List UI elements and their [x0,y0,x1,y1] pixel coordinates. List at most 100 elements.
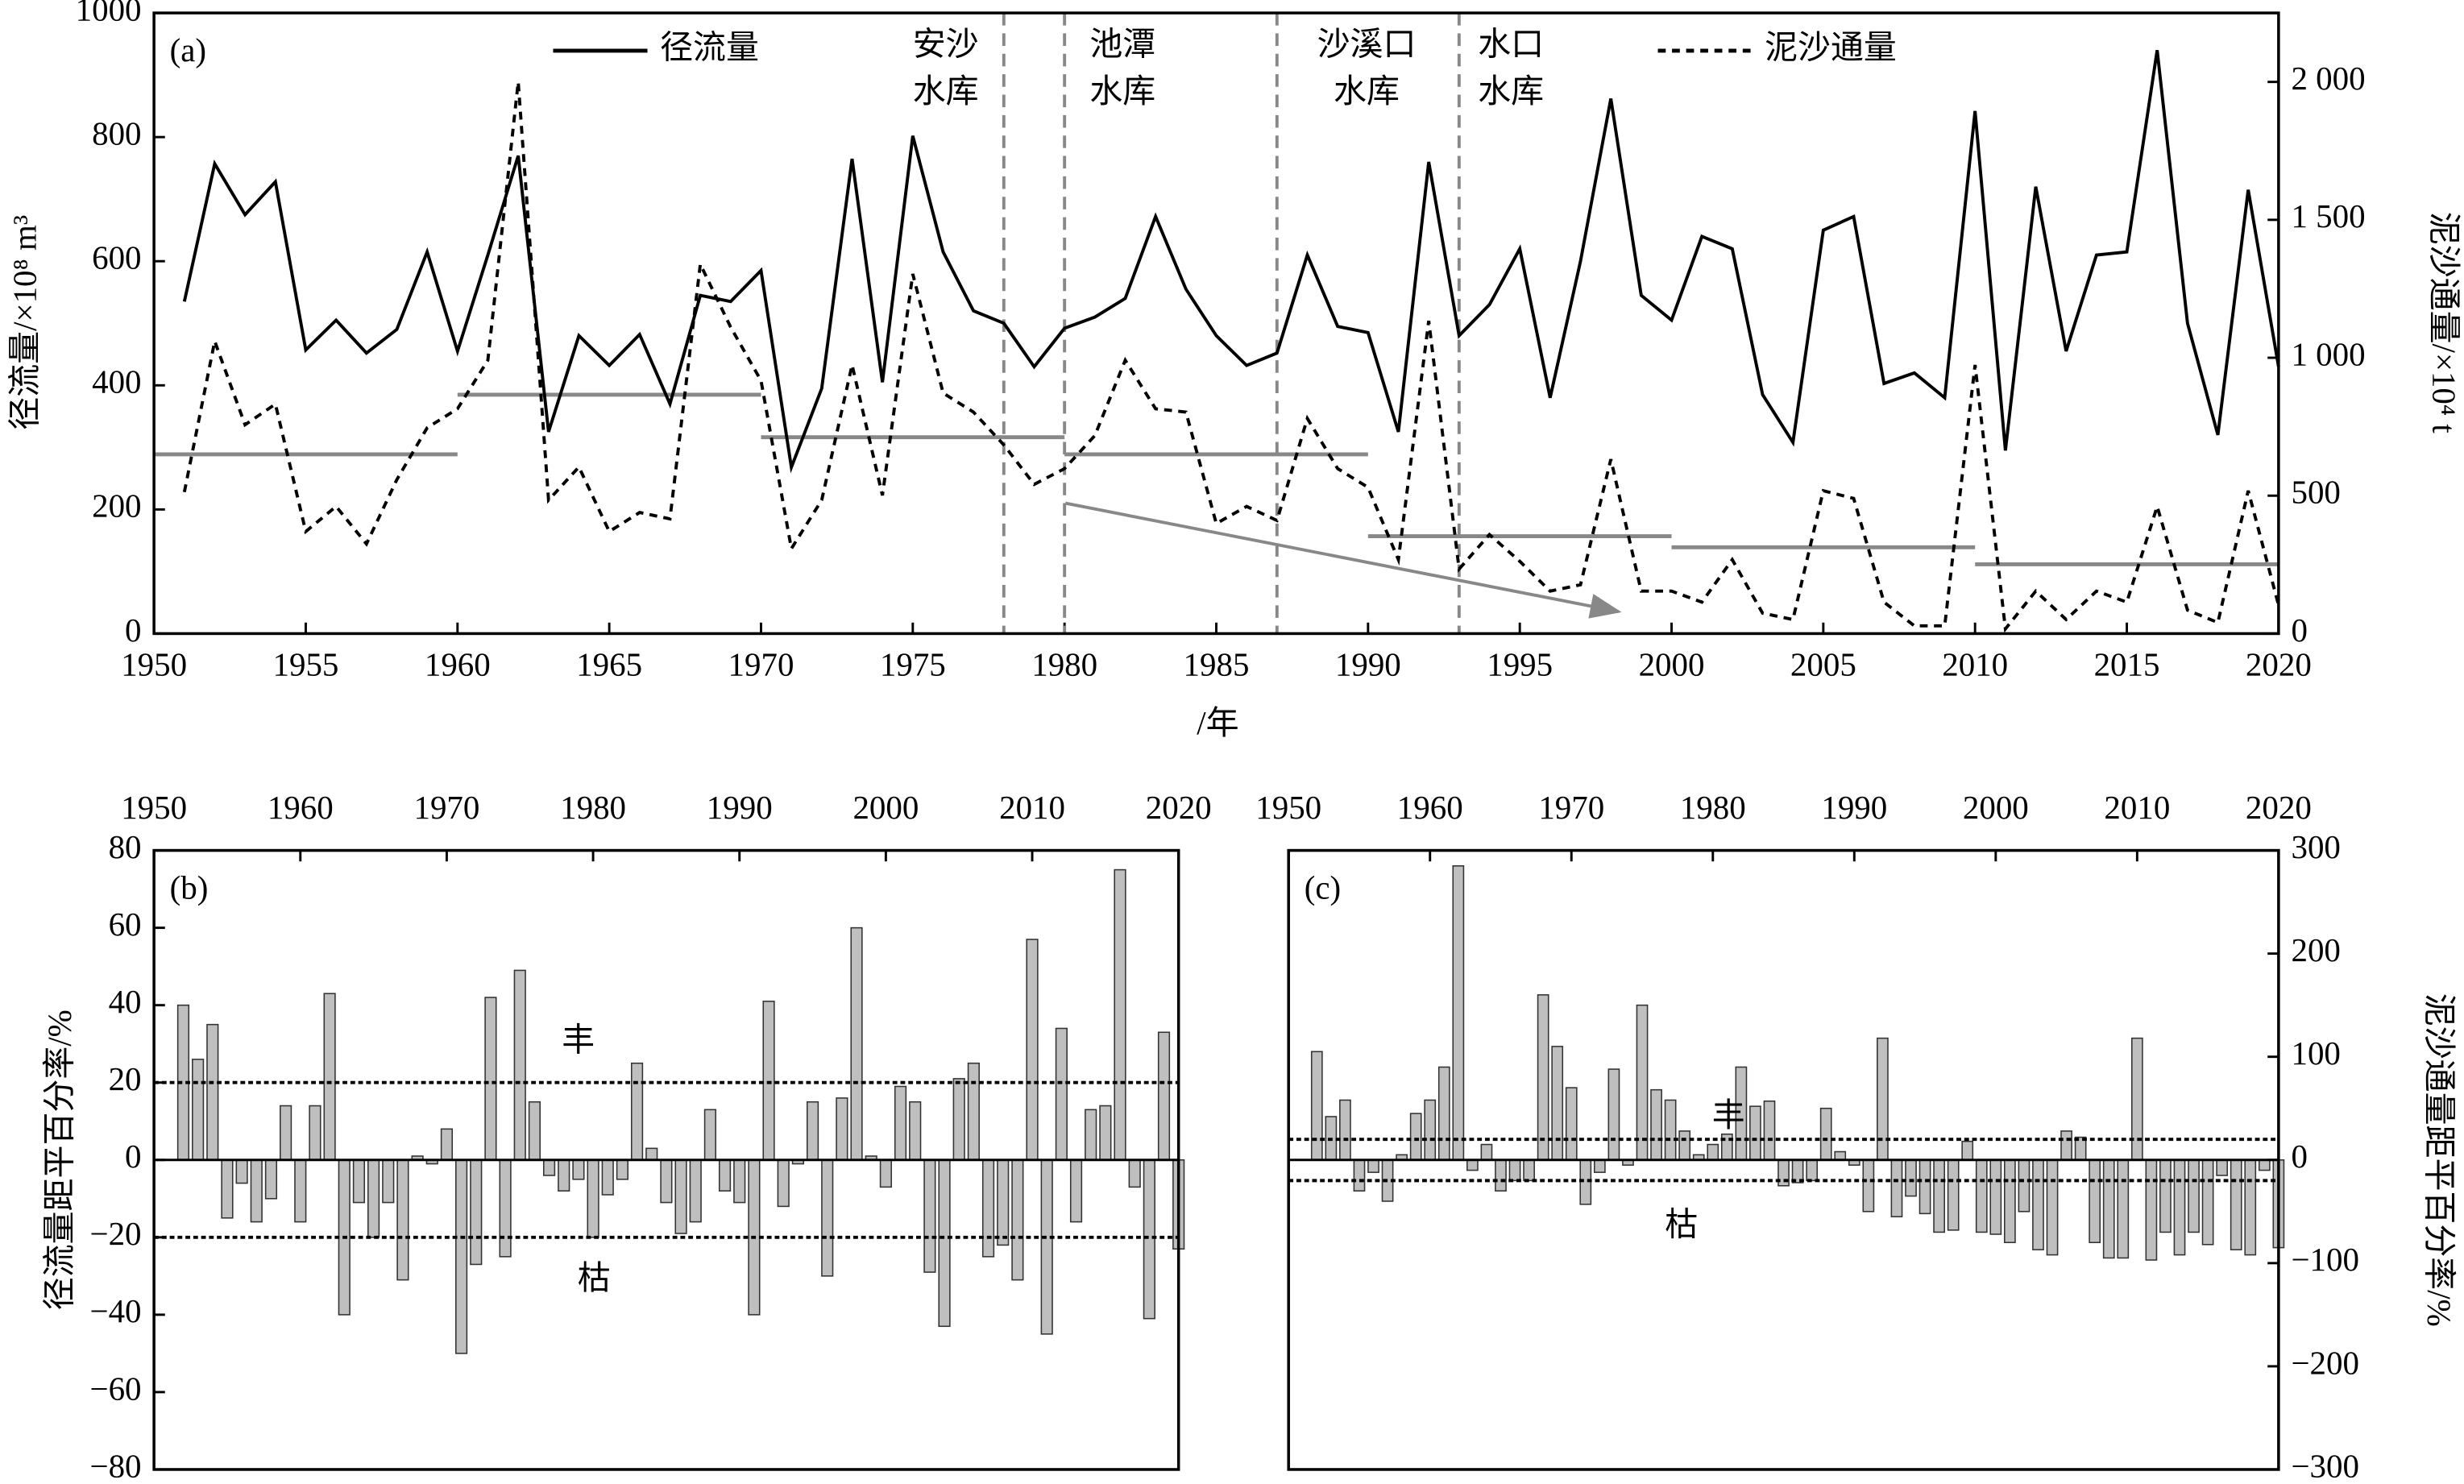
bar [2258,1159,2271,1171]
bar [1989,1159,2002,1235]
bar [280,1105,292,1161]
y-tick-label: 60 [109,906,142,943]
series-line [182,50,2280,474]
bar [762,1001,775,1161]
bar [470,1159,483,1266]
bar [2230,1159,2242,1250]
x-tick-label: 1985 [1184,647,1250,683]
y-tick-label: 800 [92,116,141,152]
bar [484,997,497,1161]
plot-frame [1287,848,2280,1471]
y-tick-label: 1000 [76,0,142,27]
x-tick-label: 1960 [1397,790,1463,826]
bar [2117,1159,2130,1259]
bar [1961,1140,1974,1161]
bar [2004,1159,2016,1244]
x-tick-label: 1950 [1255,790,1321,826]
bar [1026,939,1039,1161]
x-tick-label: 1970 [1538,790,1604,826]
bar [967,1062,980,1161]
reservoir-label: 水库 [913,73,979,110]
bar [806,1101,819,1161]
x-tick-label: 1975 [880,647,946,683]
reservoir-label: 池潭 [1089,26,1155,62]
y-tick-label: 100 [2291,1035,2340,1072]
bar [396,1159,409,1281]
threshold-label: 枯 [1665,1206,1698,1242]
x-tick-label: 1990 [707,790,773,826]
bar [1834,1150,1847,1161]
bar [206,1023,219,1161]
y-tick-label: 1 000 [2291,336,2365,372]
bar [1480,1143,1493,1161]
bar [1905,1159,1917,1197]
x-tick-label: 2005 [1790,647,1856,683]
y-tick-label: −80 [89,1448,141,1484]
bar [367,1159,380,1238]
y-tick-label: 20 [109,1061,142,1097]
bar [1452,864,1465,1161]
bar [1157,1031,1171,1161]
reservoir-label: 水库 [1089,73,1155,110]
bar [1466,1159,1479,1171]
x-tick-label: 2000 [852,790,919,826]
bar [1114,868,1126,1161]
y-tick-label: 0 [125,612,141,649]
bar [192,1059,205,1161]
threshold-label: 枯 [578,1260,611,1296]
bar [660,1159,673,1204]
bar [1069,1159,1083,1223]
bar [777,1159,790,1208]
bar [1424,1099,1437,1161]
x-tick-label: 1980 [1680,790,1746,826]
bar [894,1085,907,1161]
bar [1055,1027,1068,1161]
y-tick-label: 0 [2291,612,2307,649]
x-tick-label: 2010 [1942,647,2008,683]
y-tick-label: −100 [2291,1242,2359,1278]
reservoir-label: 水库 [1478,73,1544,110]
bar [1099,1105,1112,1161]
y-tick-label: 400 [92,364,141,400]
bar [1040,1159,1053,1335]
x-tick-label: 2010 [999,790,1065,826]
bar [1806,1159,1819,1182]
panel-label: (b) [170,870,209,906]
y-tick-label: −60 [89,1370,141,1407]
bar [1919,1159,1931,1215]
x-tick-label: 1995 [1487,647,1553,683]
legend-label: 泥沙通量 [1765,29,1897,65]
bar [1537,994,1549,1161]
bar [558,1159,570,1192]
bar [1523,1159,1535,1182]
bar [2145,1159,2158,1261]
panel-label: (c) [1305,870,1341,906]
x-tick-label: 1970 [728,647,794,683]
bar [323,993,336,1161]
bar [1749,1105,1761,1161]
bar [1819,1107,1832,1161]
threshold-label: 丰 [562,1022,595,1058]
bar [1933,1159,1945,1233]
bar [1508,1159,1521,1182]
x-tick-label: 1950 [121,647,187,683]
y-tick-label: −300 [2291,1448,2359,1484]
bar [264,1159,278,1200]
bar [1353,1159,1366,1192]
bar [879,1159,892,1188]
bar [382,1159,395,1204]
bar [1495,1159,1507,1192]
x-tick-label: 2000 [1963,790,2029,826]
y-axis-label: 泥沙通量距平百分率/% [2421,993,2458,1327]
y-tick-label: −20 [89,1216,141,1252]
bar [235,1159,248,1184]
y-tick-label: 0 [125,1138,141,1175]
bar [2173,1159,2186,1256]
y-tick-label: 80 [109,829,142,865]
x-axis-label: /年 [1197,705,1238,741]
bar [587,1159,599,1238]
bar [674,1159,687,1234]
bar [2188,1159,2200,1233]
bar [1607,1068,1620,1161]
